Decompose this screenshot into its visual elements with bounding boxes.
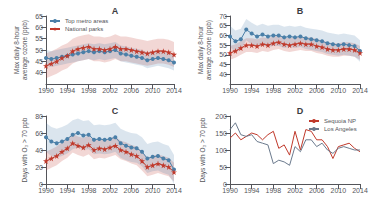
svg-text:0: 0 [39, 180, 43, 188]
svg-text:200: 200 [215, 113, 227, 120]
svg-text:2014: 2014 [166, 87, 182, 94]
svg-text:40: 40 [219, 71, 227, 78]
svg-text:50: 50 [219, 51, 227, 58]
svg-text:0: 0 [223, 180, 227, 188]
svg-text:1990: 1990 [38, 187, 54, 194]
svg-text:average ozone (ppb): average ozone (ppb) [21, 20, 29, 80]
svg-text:Days with O₃ > 70 ppb: Days with O₃ > 70 ppb [21, 117, 29, 182]
svg-text:1998: 1998 [81, 187, 97, 194]
svg-text:60: 60 [35, 130, 43, 137]
svg-text:1994: 1994 [244, 87, 260, 94]
svg-text:Los Angeles: Los Angeles [324, 126, 357, 132]
svg-text:2010: 2010 [331, 187, 347, 194]
svg-text:70: 70 [219, 13, 227, 20]
svg-text:1998: 1998 [266, 187, 282, 194]
svg-text:20: 20 [35, 164, 43, 171]
svg-text:1994: 1994 [60, 187, 76, 194]
svg-text:60: 60 [219, 32, 227, 39]
svg-text:40: 40 [35, 69, 43, 76]
svg-text:2002: 2002 [102, 187, 118, 194]
svg-text:1990: 1990 [222, 187, 238, 194]
svg-text:2006: 2006 [124, 87, 140, 94]
svg-text:2002: 2002 [287, 87, 303, 94]
svg-text:80: 80 [35, 113, 43, 120]
svg-text:60: 60 [35, 24, 43, 31]
svg-text:40: 40 [35, 147, 43, 154]
svg-text:Top metro areas: Top metro areas [65, 18, 108, 24]
svg-text:45: 45 [219, 61, 227, 68]
svg-text:1998: 1998 [266, 87, 282, 94]
svg-text:2010: 2010 [331, 87, 347, 94]
svg-text:65: 65 [35, 13, 43, 20]
svg-text:1998: 1998 [81, 87, 97, 94]
svg-text:1994: 1994 [60, 87, 76, 94]
svg-text:Max daily 8-hour: Max daily 8-hour [197, 25, 205, 74]
svg-text:1994: 1994 [244, 187, 260, 194]
svg-text:65: 65 [219, 22, 227, 29]
svg-text:100: 100 [215, 147, 227, 154]
svg-text:Sequoia NP: Sequoia NP [324, 118, 356, 124]
svg-text:C: C [112, 106, 119, 116]
svg-text:55: 55 [219, 42, 227, 49]
svg-text:National parks: National parks [65, 26, 103, 32]
svg-text:55: 55 [35, 35, 43, 42]
svg-text:2014: 2014 [352, 187, 368, 194]
svg-text:50: 50 [219, 164, 227, 171]
svg-text:2006: 2006 [309, 187, 325, 194]
svg-text:B: B [297, 6, 304, 16]
svg-text:2014: 2014 [166, 187, 182, 194]
svg-text:2002: 2002 [287, 187, 303, 194]
svg-text:2002: 2002 [102, 87, 118, 94]
svg-text:A: A [112, 6, 119, 16]
svg-text:150: 150 [215, 130, 227, 137]
svg-text:50: 50 [35, 47, 43, 54]
svg-text:2006: 2006 [309, 87, 325, 94]
svg-text:2006: 2006 [124, 187, 140, 194]
svg-text:1990: 1990 [222, 87, 238, 94]
svg-text:D: D [297, 106, 304, 116]
svg-text:average ozone (ppb): average ozone (ppb) [205, 20, 213, 80]
svg-text:45: 45 [35, 58, 43, 65]
svg-text:2010: 2010 [145, 187, 161, 194]
svg-text:2014: 2014 [352, 87, 368, 94]
svg-text:1990: 1990 [38, 87, 54, 94]
svg-text:Max daily 8-hour: Max daily 8-hour [13, 25, 21, 74]
svg-text:Days with O₃ > 70 ppb: Days with O₃ > 70 ppb [199, 117, 207, 182]
svg-text:2010: 2010 [145, 87, 161, 94]
